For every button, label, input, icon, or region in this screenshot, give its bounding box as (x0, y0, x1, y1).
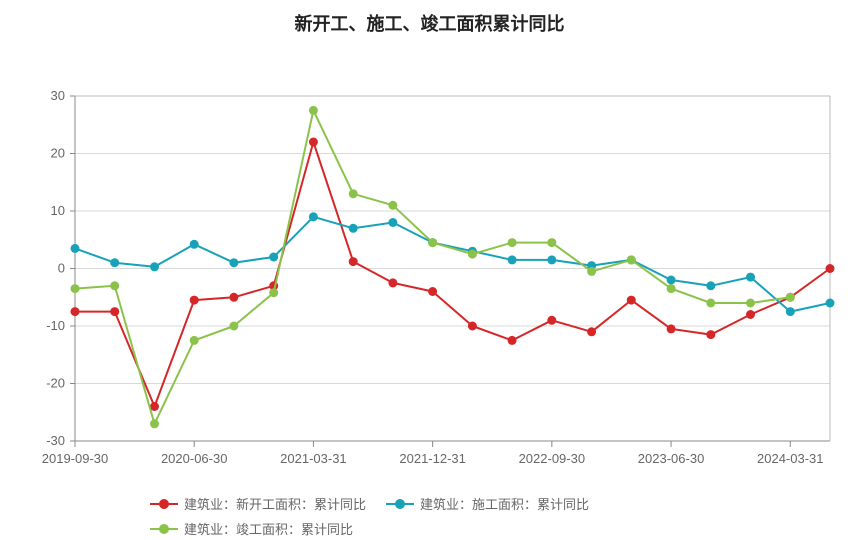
series-marker (309, 212, 318, 221)
y-tick-label: 30 (51, 88, 65, 103)
series-marker (587, 267, 596, 276)
series-marker (627, 255, 636, 264)
y-tick-label: -10 (46, 318, 65, 333)
series-marker (746, 299, 755, 308)
series-marker (349, 189, 358, 198)
series-marker (667, 276, 676, 285)
series-marker (468, 322, 477, 331)
legend-swatch (150, 523, 178, 535)
chart-legend: 建筑业：新开工面积：累计同比 建筑业：施工面积：累计同比建筑业：竣工面积：累计同比 (0, 486, 859, 540)
series-line (75, 110, 790, 423)
legend-item: 建筑业：新开工面积：累计同比 (150, 494, 366, 513)
series-marker (190, 336, 199, 345)
y-tick-label: 10 (51, 203, 65, 218)
series-marker (110, 258, 119, 267)
legend-item: 建筑业：竣工面积：累计同比 (150, 519, 353, 538)
series-marker (190, 240, 199, 249)
series-marker (547, 316, 556, 325)
series-marker (349, 224, 358, 233)
series-marker (786, 293, 795, 302)
series-marker (71, 244, 80, 253)
series-marker (428, 287, 437, 296)
chart-title: 新开工、施工、竣工面积累计同比 (0, 0, 859, 41)
series-marker (746, 310, 755, 319)
y-tick-label: 20 (51, 146, 65, 161)
series-marker (349, 257, 358, 266)
series-marker (71, 307, 80, 316)
series-marker (706, 330, 715, 339)
y-tick-label: -30 (46, 433, 65, 448)
series-marker (110, 281, 119, 290)
x-tick-label: 2022-09-30 (519, 451, 586, 466)
series-marker (309, 106, 318, 115)
legend-label: 建筑业：新开工面积：累计同比 (184, 494, 366, 513)
legend-row: 建筑业：新开工面积：累计同比 建筑业：施工面积：累计同比 (150, 494, 859, 515)
series-marker (269, 253, 278, 262)
legend-row: 建筑业：竣工面积：累计同比 (150, 519, 859, 540)
series-marker (269, 288, 278, 297)
y-tick-label: -20 (46, 376, 65, 391)
series-marker (229, 293, 238, 302)
legend-item: 建筑业：施工面积：累计同比 (386, 494, 589, 513)
series-marker (587, 327, 596, 336)
chart-plot-area: -30 -20 -10 0 10 20 30 2019-09-30 2020-06-30 2021… (0, 41, 859, 486)
legend-label: 建筑业：竣工面积：累计同比 (184, 519, 353, 538)
x-tick-label: 2020-06-30 (161, 451, 228, 466)
series-marker (706, 281, 715, 290)
series-marker (667, 324, 676, 333)
x-tick-label: 2021-12-31 (399, 451, 466, 466)
legend-swatch (386, 498, 414, 510)
x-tick-label: 2023-06-30 (638, 451, 705, 466)
chart-container: 新开工、施工、竣工面积累计同比 -30 -20 -10 0 10 20 30 2019-09-… (0, 0, 859, 515)
series-marker (706, 299, 715, 308)
x-tick-label: 2021-03-31 (280, 451, 347, 466)
series-marker (388, 278, 397, 287)
series-marker (786, 307, 795, 316)
series-marker (547, 255, 556, 264)
series-marker (826, 299, 835, 308)
series-marker (150, 262, 159, 271)
legend-swatch (150, 498, 178, 510)
series-marker (508, 238, 517, 247)
legend-label: 建筑业：施工面积：累计同比 (420, 494, 589, 513)
series-marker (547, 238, 556, 247)
series-marker (468, 250, 477, 259)
series-marker (309, 138, 318, 147)
series-marker (388, 218, 397, 227)
series-marker (508, 255, 517, 264)
series-line (75, 217, 830, 312)
series-marker (508, 336, 517, 345)
series-marker (428, 238, 437, 247)
series-marker (110, 307, 119, 316)
y-tick-label: 0 (58, 261, 65, 276)
series-marker (826, 264, 835, 273)
series-marker (150, 419, 159, 428)
series-marker (229, 258, 238, 267)
x-tick-label: 2024-03-31 (757, 451, 824, 466)
line-chart-svg: -30 -20 -10 0 10 20 30 2019-09-30 2020-06-30 2021… (0, 41, 859, 481)
series-marker (667, 284, 676, 293)
series-marker (746, 273, 755, 282)
series-marker (190, 296, 199, 305)
x-tick-label: 2019-09-30 (42, 451, 109, 466)
series-marker (388, 201, 397, 210)
series-line (75, 142, 830, 407)
series-marker (71, 284, 80, 293)
series-marker (627, 296, 636, 305)
series-marker (229, 322, 238, 331)
